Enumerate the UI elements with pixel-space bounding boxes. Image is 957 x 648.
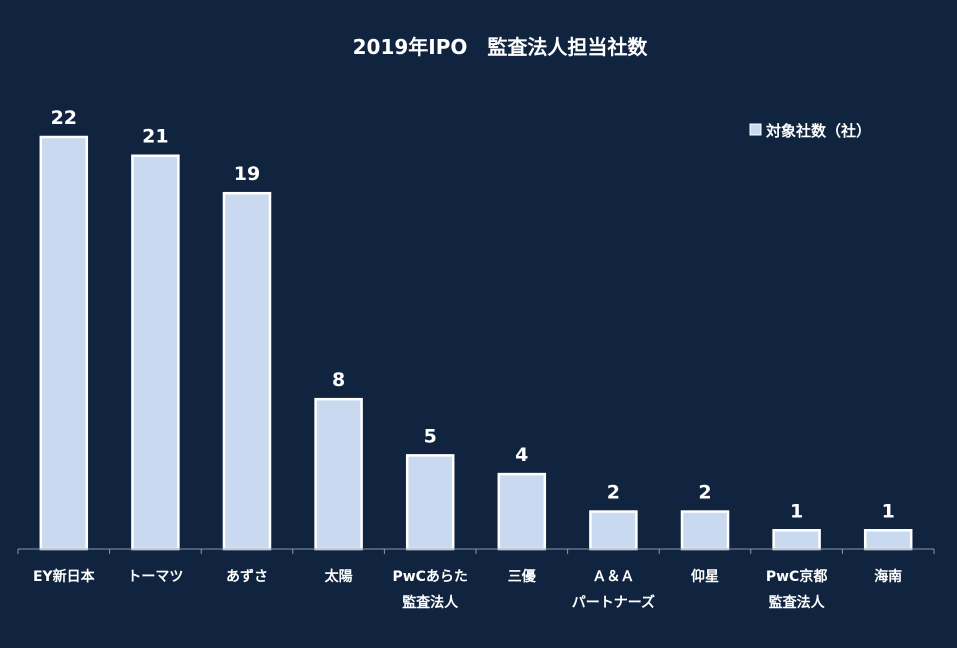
x-tick-label-line: 太陽 bbox=[325, 568, 353, 585]
data-label: 2 bbox=[698, 482, 711, 504]
bar bbox=[772, 529, 821, 551]
legend-swatch bbox=[749, 123, 762, 136]
bar bbox=[39, 135, 89, 551]
bar bbox=[680, 510, 730, 551]
x-tick-label-line: Ａ＆Ａ bbox=[592, 569, 634, 585]
data-label: 4 bbox=[515, 444, 528, 466]
x-tick-label-line: EY新日本 bbox=[33, 568, 96, 585]
x-tick-label: 仰星 bbox=[691, 568, 719, 585]
data-label: 5 bbox=[424, 425, 437, 447]
x-tick-label: あずさ bbox=[226, 568, 268, 585]
bar bbox=[863, 529, 913, 551]
x-tick-label-line: 監査法人 bbox=[769, 594, 826, 611]
x-tick-label: PwCあらた監査法人 bbox=[392, 569, 467, 611]
data-label: 22 bbox=[51, 107, 77, 129]
legend: 対象社数（社） bbox=[749, 122, 871, 140]
data-label: 21 bbox=[142, 126, 168, 148]
bar bbox=[497, 472, 547, 551]
bars-group bbox=[39, 135, 913, 551]
x-tick-label-line: PwC京都 bbox=[766, 568, 827, 585]
x-tick-label: 太陽 bbox=[325, 568, 353, 585]
x-tick-label-line: 三優 bbox=[508, 568, 537, 585]
bar bbox=[314, 397, 363, 551]
data-label: 19 bbox=[234, 163, 260, 185]
data-label: 1 bbox=[882, 500, 895, 522]
x-tick-label: EY新日本 bbox=[33, 568, 96, 585]
data-label: 8 bbox=[332, 369, 345, 391]
bar bbox=[131, 154, 180, 551]
x-tick-label: トーマツ bbox=[127, 569, 183, 585]
x-tick-label-line: PwCあらた bbox=[392, 569, 467, 585]
data-label: 2 bbox=[607, 482, 620, 504]
x-tick-label: 三優 bbox=[508, 568, 537, 585]
x-tick-label: 海南 bbox=[874, 568, 902, 585]
bar bbox=[589, 510, 638, 551]
legend-label: 対象社数（社） bbox=[765, 122, 871, 140]
bar bbox=[222, 191, 272, 551]
x-tick-label: Ａ＆Ａ パートナーズ bbox=[572, 569, 655, 611]
data-label: 1 bbox=[790, 500, 803, 522]
x-tick-label-line: 監査法人 bbox=[402, 594, 459, 611]
x-tick-label-line: 海南 bbox=[874, 568, 902, 585]
x-tick-label-line: トーマツ bbox=[127, 569, 183, 585]
chart-title: 2019年IPO 監査法人担当社数 bbox=[353, 35, 649, 59]
bar bbox=[405, 454, 455, 551]
x-tick-label: PwC京都監査法人 bbox=[766, 568, 827, 611]
x-tick-label-line: パートナーズ bbox=[572, 594, 655, 611]
x-tick-label-line: あずさ bbox=[226, 568, 268, 585]
x-tick-label-line: 仰星 bbox=[691, 568, 719, 585]
x-axis-ticks bbox=[17, 549, 935, 554]
